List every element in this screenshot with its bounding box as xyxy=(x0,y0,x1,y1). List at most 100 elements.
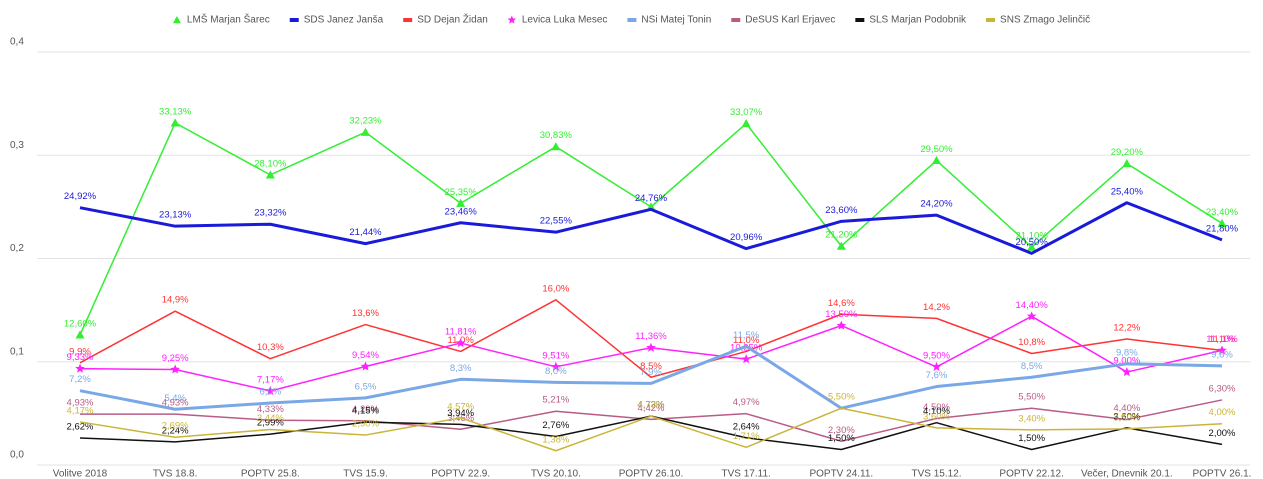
point xyxy=(1122,367,1132,377)
point xyxy=(1217,345,1227,355)
data-label: 25,40% xyxy=(1111,186,1144,197)
x-tick-label: TVS 15.12. xyxy=(911,469,961,479)
data-label: 13,50% xyxy=(825,309,858,320)
point xyxy=(456,198,466,207)
data-label: 3,40% xyxy=(1018,413,1045,424)
x-tick-label: POPTV 25.8. xyxy=(241,469,300,479)
data-label: 2,00% xyxy=(1209,428,1236,439)
data-label: 2,76% xyxy=(542,420,569,431)
point xyxy=(455,338,466,348)
data-label: 8,5% xyxy=(1021,361,1043,372)
data-label: 5,50% xyxy=(828,392,855,403)
data-label: 2,90% xyxy=(352,419,379,430)
data-label: 14,6% xyxy=(828,298,855,309)
data-label: 4,40% xyxy=(1113,403,1140,414)
data-label: 14,40% xyxy=(1016,300,1049,311)
data-label: 21,10% xyxy=(1016,231,1049,242)
data-label: 3,60% xyxy=(1113,411,1140,422)
data-label: 10,8% xyxy=(1018,337,1045,348)
data-label: 1,38% xyxy=(542,434,569,445)
data-label: 33,07% xyxy=(730,107,763,118)
data-label: 6,0% xyxy=(260,387,282,398)
data-label: 11,1% xyxy=(1209,334,1236,345)
data-label: 12,60% xyxy=(64,318,97,329)
legend-label: DeSUS Karl Erjavec xyxy=(745,15,835,26)
data-label: 4,17% xyxy=(67,405,94,416)
x-tick-label: Večer, Dnevnik 20.1. xyxy=(1081,469,1173,479)
data-label: 21,80% xyxy=(1206,223,1239,234)
data-label: 7,2% xyxy=(69,374,91,385)
data-label: 4,50% xyxy=(923,402,950,413)
data-label: 23,13% xyxy=(159,210,192,221)
y-tick-label: 0,1 xyxy=(10,346,24,357)
legend-icon xyxy=(731,18,741,22)
x-tick-label: TVS 18.8. xyxy=(153,469,197,479)
data-label: 1,50% xyxy=(828,433,855,444)
data-label: 10,3% xyxy=(257,342,284,353)
data-label: 25,35% xyxy=(445,187,478,198)
point xyxy=(646,342,656,352)
legend-icon xyxy=(289,18,299,22)
legend-icon xyxy=(627,18,637,22)
point xyxy=(931,361,942,371)
legend-icon xyxy=(507,15,517,24)
point xyxy=(741,354,751,364)
data-label: 9,00% xyxy=(1113,356,1140,367)
point xyxy=(1217,218,1227,227)
data-label: 16,0% xyxy=(542,283,569,294)
point xyxy=(1026,311,1037,321)
data-label: 22,55% xyxy=(540,216,573,227)
x-tick-label: POPTV 22.12. xyxy=(999,469,1063,479)
point xyxy=(75,363,85,373)
legend-label: LMŠ Marjan Šarec xyxy=(187,13,270,26)
data-label: 4,57% xyxy=(447,401,474,412)
y-tick-label: 0,3 xyxy=(10,140,24,151)
x-tick-label: POPTV 22.9. xyxy=(431,469,490,479)
point xyxy=(360,361,371,371)
x-tick-label: TVS 20.10. xyxy=(531,469,581,479)
series-line xyxy=(79,415,1223,451)
data-label: 4,93% xyxy=(162,398,189,409)
data-label: 4,42% xyxy=(638,403,665,414)
data-label: 9,25% xyxy=(162,353,189,364)
data-label: 14,9% xyxy=(162,295,189,306)
data-label: 9,9% xyxy=(69,346,91,357)
data-label: 8,3% xyxy=(450,363,472,374)
data-label: 9,6% xyxy=(1211,349,1233,360)
series-line xyxy=(79,407,1223,452)
data-label: 11,5% xyxy=(733,330,760,341)
data-label: 11,81% xyxy=(445,327,477,338)
y-tick-label: 0,4 xyxy=(10,37,24,48)
data-label: 28,10% xyxy=(254,158,287,169)
point xyxy=(932,155,941,165)
data-label: 20,96% xyxy=(730,232,763,243)
data-label: 4,73% xyxy=(638,400,665,411)
data-label: 32,23% xyxy=(349,116,382,127)
data-label: 4,73% xyxy=(638,400,665,411)
data-label: 33,13% xyxy=(159,106,192,117)
data-label: 4,97% xyxy=(733,397,760,408)
data-label: 6,30% xyxy=(1209,383,1236,394)
x-tick-label: TVS 17.11. xyxy=(722,469,771,479)
legend-icon xyxy=(855,18,865,22)
series-line xyxy=(79,122,1223,336)
point xyxy=(361,127,370,136)
data-label: 9,51% xyxy=(542,350,569,361)
data-label: 24,76% xyxy=(635,193,668,204)
point xyxy=(265,170,275,179)
point xyxy=(265,385,276,396)
data-label: 14,2% xyxy=(923,302,950,313)
series-line xyxy=(79,299,1223,378)
data-label: 23,60% xyxy=(825,205,858,216)
legend-icon xyxy=(986,18,996,22)
data-label: 4,10% xyxy=(923,406,950,417)
data-label: 2,24% xyxy=(162,425,189,436)
data-label: 12,2% xyxy=(1113,323,1140,334)
data-label: 29,20% xyxy=(1111,147,1144,158)
data-label: 3,50% xyxy=(1113,412,1140,423)
legend-label: SLS Marjan Podobnik xyxy=(869,15,967,26)
x-tick-label: Volitve 2018 xyxy=(53,469,108,479)
series-line xyxy=(80,399,1223,443)
data-label: 20,50% xyxy=(1016,237,1049,248)
